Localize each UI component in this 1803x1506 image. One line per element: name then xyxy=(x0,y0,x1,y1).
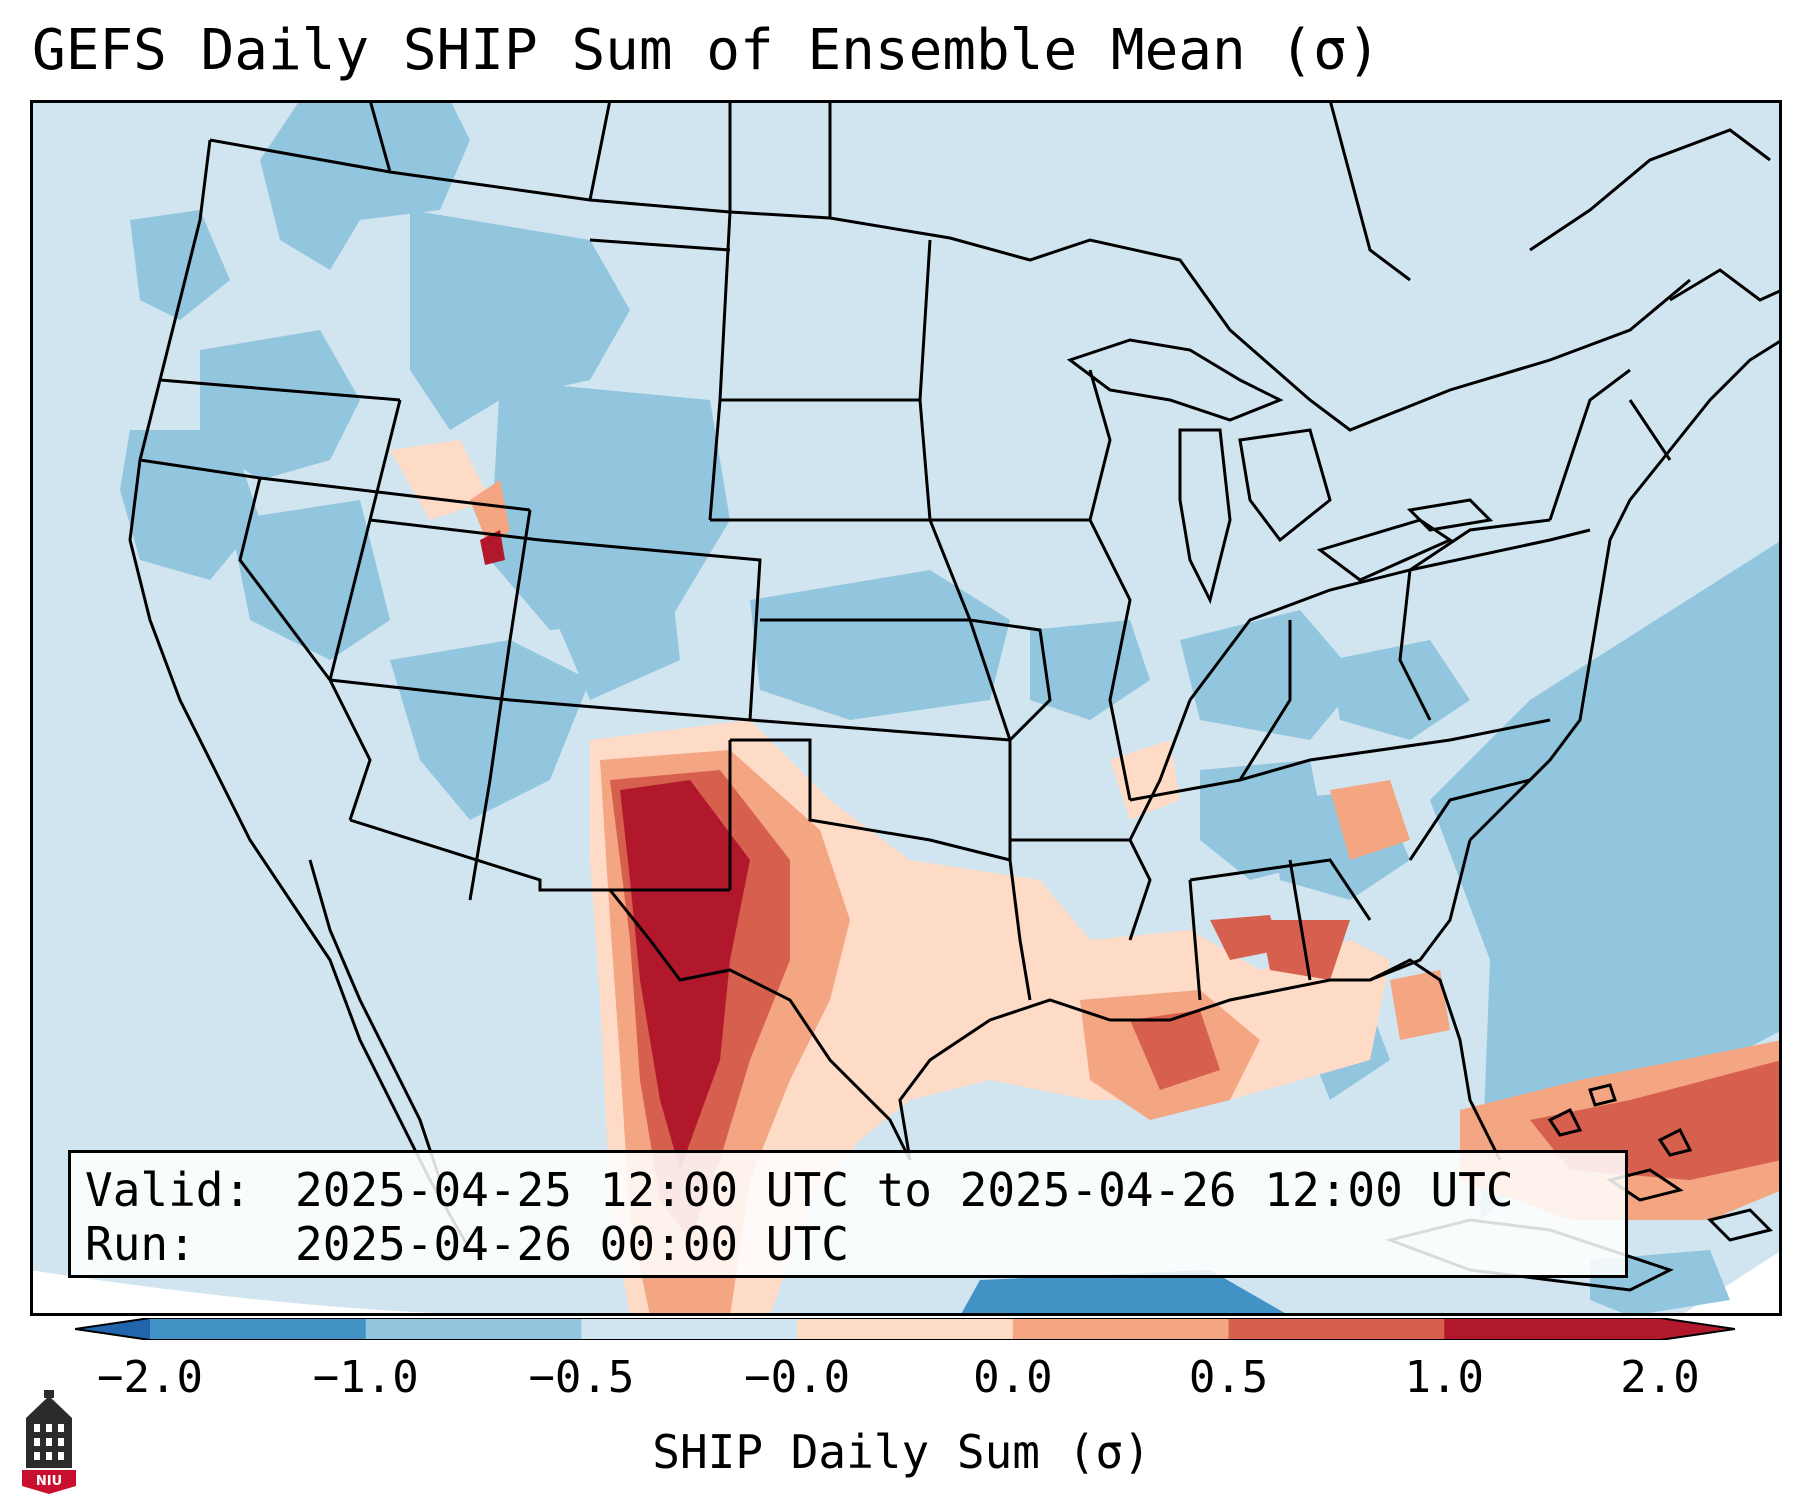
colorbar-segment xyxy=(1012,1318,1230,1340)
valid-value: 2025-04-25 12:00 UTC to 2025-04-26 12:00… xyxy=(295,1163,1514,1217)
anomaly-west-blue xyxy=(120,100,1010,820)
colorbar-tick-label: −2.0 xyxy=(97,1352,203,1403)
valid-row: Valid: 2025-04-25 12:00 UTC to 2025-04-2… xyxy=(85,1163,1611,1217)
colorbar-segments xyxy=(150,1318,1661,1340)
colorbar-segment xyxy=(581,1318,798,1340)
colorbar-tick-label: −0.5 xyxy=(528,1352,635,1403)
colorbar-tick-label: 2.0 xyxy=(1620,1352,1700,1403)
valid-label: Valid: xyxy=(85,1163,252,1217)
colorbar xyxy=(75,1318,1735,1340)
colorbar-label: SHIP Daily Sum (σ) xyxy=(652,1425,1151,1479)
map-panel[interactable] xyxy=(30,100,1782,1316)
anomaly-atlantic xyxy=(1430,540,1782,1220)
colorbar-tick-labels: −2.0 −1.0 −0.5 −0.0 0.0 0.5 1.0 2.0 xyxy=(0,1352,1803,1412)
map-outside-sw xyxy=(30,1270,550,1316)
political-borders xyxy=(128,100,1782,1292)
colorbar-segment xyxy=(150,1318,367,1340)
colorbar-extend-low xyxy=(75,1318,150,1340)
run-label: Run: xyxy=(85,1217,196,1271)
svg-text:NIU: NIU xyxy=(36,1474,62,1489)
colorbar-extend-high xyxy=(1660,1318,1735,1340)
colorbar-segment xyxy=(1228,1318,1445,1340)
colorbar-tick-label: −0.0 xyxy=(744,1352,851,1403)
colorbar-segment xyxy=(1444,1318,1661,1340)
colorbar-segment xyxy=(797,1318,1014,1340)
colorbar-tick-label: −1.0 xyxy=(312,1352,419,1403)
map-frame-border xyxy=(30,100,1782,1316)
colorbar-tick-label: 1.0 xyxy=(1404,1352,1485,1403)
colorbar-tick-label: 0.5 xyxy=(1188,1352,1269,1403)
colorbar-segment xyxy=(365,1318,582,1340)
run-row: Run: 2025-04-26 00:00 UTC xyxy=(85,1217,1611,1271)
run-value: 2025-04-26 00:00 UTC xyxy=(295,1217,849,1271)
validity-info-box: Valid: 2025-04-25 12:00 UTC to 2025-04-2… xyxy=(68,1150,1628,1278)
niu-logo: NIU xyxy=(22,1390,76,1494)
colorbar-tick-label: 0.0 xyxy=(973,1352,1053,1403)
map-svg xyxy=(30,100,1782,1316)
map-title: GEFS Daily SHIP Sum of Ensemble Mean (σ) xyxy=(32,18,1381,83)
